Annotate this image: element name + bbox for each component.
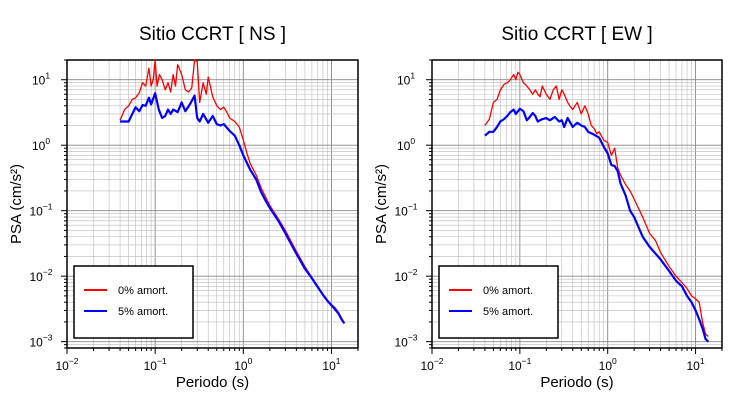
legend-label-damping-0: 0% amort.	[483, 285, 533, 297]
y-tick-label: 10−1	[29, 202, 52, 219]
y-tick-label: 100	[397, 136, 415, 153]
x-tick-label: 10−1	[508, 356, 531, 373]
ticks	[61, 59, 359, 354]
legend: 0% amort. 5% amort.	[438, 265, 559, 339]
y-tick-label: 10−3	[29, 333, 52, 350]
series-line-damping-0	[484, 71, 709, 337]
x-tick-label: 100	[599, 356, 617, 373]
series-group	[484, 71, 710, 343]
legend-label-damping-5: 5% amort.	[483, 306, 533, 318]
chart-title: Sitio CCRT [ NS ]	[139, 24, 286, 45]
x-tick-label: 100	[234, 356, 252, 373]
series-line-damping-0	[119, 59, 345, 324]
y-axis-label: PSA (cm/s²)	[373, 164, 390, 244]
y-tick-label: 10−1	[394, 202, 417, 219]
x-tick-label: 101	[322, 356, 340, 373]
series-line-damping-5	[120, 92, 346, 325]
y-tick-label: 10−2	[394, 267, 417, 284]
x-tick-label: 101	[687, 356, 705, 373]
y-tick-label: 101	[397, 71, 415, 88]
y-tick-label: 101	[32, 71, 50, 88]
series-line-damping-5	[484, 107, 710, 343]
ticks	[426, 59, 723, 354]
legend: 0% amort. 5% amort.	[73, 265, 194, 339]
x-tick-label: 10−2	[55, 356, 78, 373]
x-axis-label: Periodo (s)	[176, 374, 249, 391]
y-tick-label: 10−2	[29, 267, 52, 284]
y-tick-label: 10−3	[394, 333, 417, 350]
y-tick-label: 100	[32, 136, 50, 153]
chart-title: Sitio CCRT [ EW ]	[501, 24, 652, 45]
plot-frame	[431, 59, 723, 349]
legend-box	[73, 265, 194, 339]
series-group	[119, 59, 346, 325]
plot-frame	[66, 59, 359, 349]
legend-label-damping-0: 0% amort.	[118, 285, 168, 297]
legend-label-damping-5: 5% amort.	[118, 306, 168, 318]
legend-box	[438, 265, 559, 339]
x-tick-label: 10−1	[144, 356, 167, 373]
x-tick-label: 10−2	[420, 356, 443, 373]
y-axis-label: PSA (cm/s²)	[8, 164, 25, 244]
x-axis-label: Periodo (s)	[540, 374, 613, 391]
